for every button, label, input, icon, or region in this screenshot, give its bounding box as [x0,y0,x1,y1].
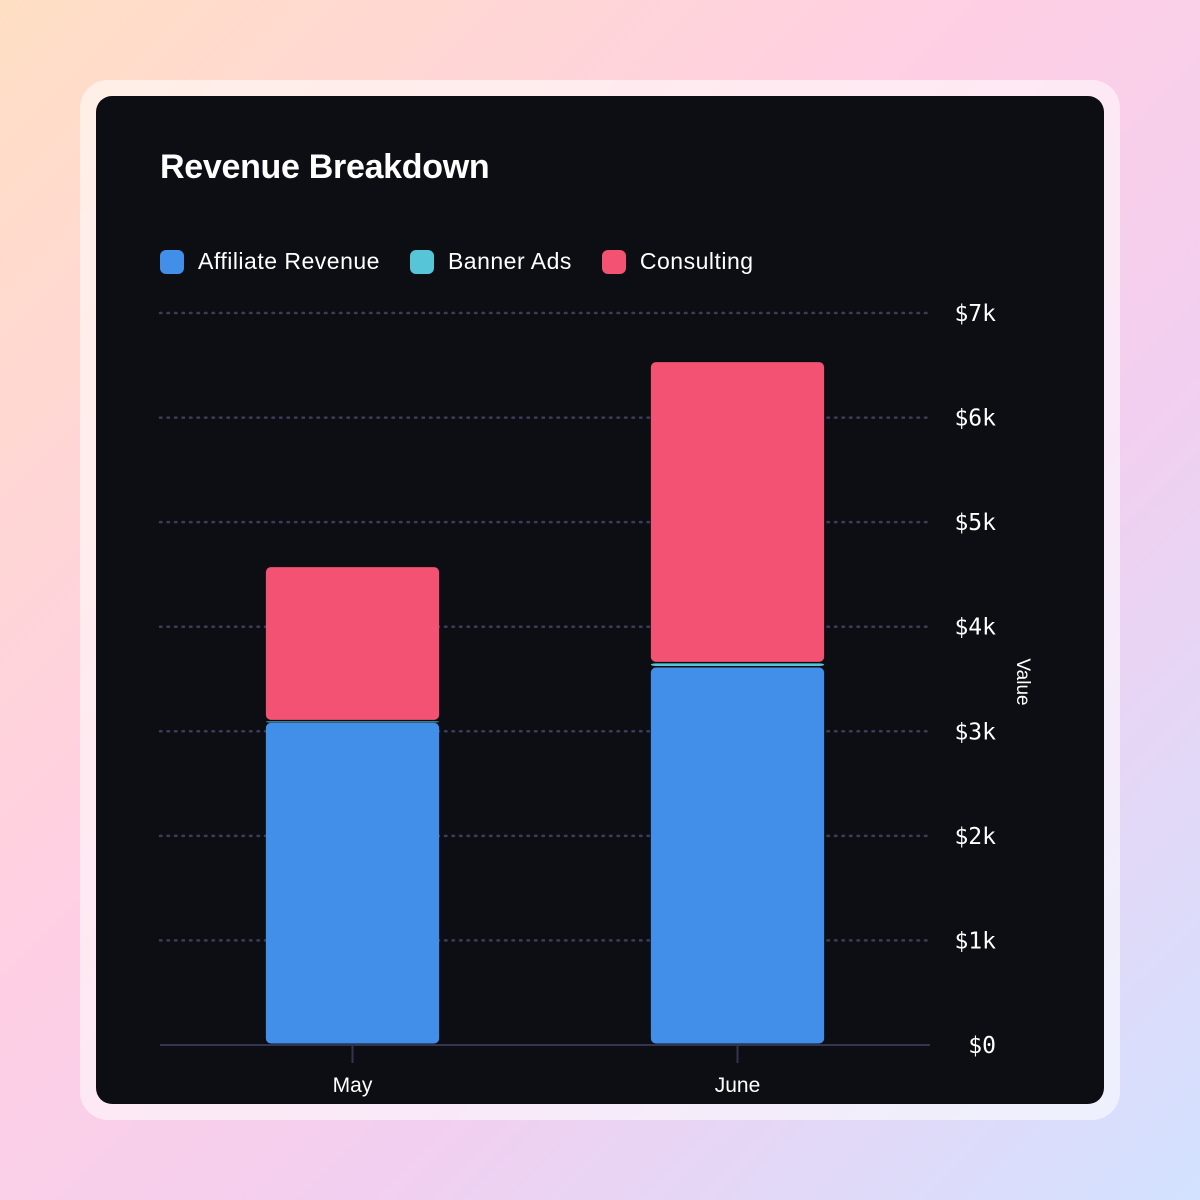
bar-may-banner-ads[interactable] [265,721,440,723]
legend-swatch-consulting [601,249,626,274]
x-tick-label: June [715,1074,761,1097]
y-tick-label: $5k [954,510,996,536]
y-axis-title: Value [1012,658,1033,705]
legend-label-consulting: Consulting [639,248,754,274]
chart-legend: Affiliate Revenue Banner Ads Consulting [160,248,784,275]
y-tick-label: $0 [968,1033,996,1059]
y-tick-label: $6k [954,406,996,432]
legend-swatch-affiliate-revenue [160,249,184,274]
bar-june-banner-ads[interactable] [650,663,825,666]
legend-item-banner-ads[interactable]: Banner Ads [409,248,572,275]
bar-june-affiliate-revenue[interactable] [650,667,825,1044]
bar-chart: $0 $1k $2k $3k $4k $5k $6k $7k Value May June [158,301,1033,1097]
legend-item-affiliate-revenue[interactable]: Affiliate Revenue [160,248,380,275]
y-tick-label: $1k [954,928,996,954]
y-tick-label: $4k [954,615,996,641]
legend-label-affiliate-revenue: Affiliate Revenue [198,248,380,274]
bar-may-affiliate-revenue[interactable] [265,722,440,1044]
chart-title: Revenue Breakdown [160,148,490,186]
bar-june-consulting[interactable] [650,362,825,662]
legend-swatch-banner-ads [409,249,434,274]
y-tick-label: $3k [954,719,996,745]
chart-card: Revenue Breakdown Affiliate Revenue Bann… [96,96,1104,1104]
x-tick-label: May [333,1074,373,1097]
bar-may-consulting[interactable] [265,567,440,720]
legend-label-banner-ads: Banner Ads [447,248,572,274]
y-tick-label: $2k [954,824,996,850]
legend-item-consulting[interactable]: Consulting [601,248,754,275]
y-tick-label: $7k [954,301,996,327]
